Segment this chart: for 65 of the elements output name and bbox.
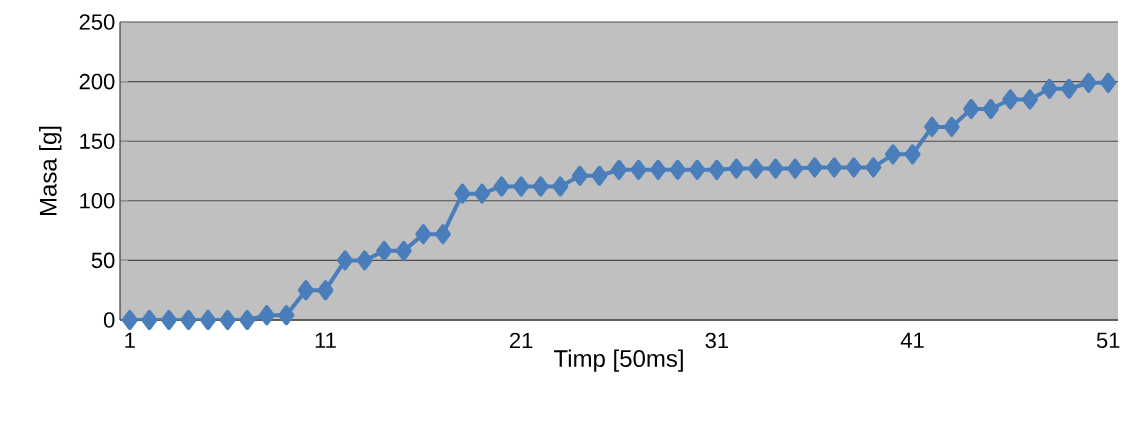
point [552, 176, 569, 197]
y-tick-label: 50 [91, 252, 115, 269]
point [337, 250, 354, 271]
point [1002, 89, 1019, 110]
point [826, 157, 843, 178]
point [180, 309, 197, 330]
y-tick-label: 0 [103, 312, 115, 328]
point [297, 280, 314, 301]
point [806, 157, 823, 178]
point [395, 240, 412, 261]
x-tick-label: 1 [125, 332, 135, 348]
point [1100, 72, 1117, 93]
point [434, 224, 451, 245]
point [728, 158, 745, 179]
x-tick-label: 11 [315, 332, 336, 348]
point [1041, 78, 1058, 99]
point [415, 224, 432, 245]
point [845, 157, 862, 178]
point [160, 309, 177, 330]
point [239, 309, 256, 330]
point [924, 116, 941, 137]
point [200, 309, 217, 330]
point [474, 183, 491, 204]
point [747, 158, 764, 179]
point [258, 305, 275, 326]
point [376, 240, 393, 261]
x-tick-label: 21 [510, 332, 533, 349]
point [611, 159, 627, 180]
point [767, 158, 784, 179]
point [317, 280, 334, 301]
x-axis-title: Timp [50ms] [553, 349, 683, 372]
point [1061, 78, 1078, 99]
point [1021, 89, 1038, 110]
point [591, 165, 608, 186]
y-tick-label: 200 [79, 73, 115, 90]
point [454, 183, 471, 204]
point [669, 159, 686, 180]
point [1080, 72, 1097, 93]
point [943, 116, 960, 137]
point [708, 159, 725, 180]
x-tick-label: 51 [1096, 332, 1120, 349]
point [787, 158, 804, 179]
x-tick-label: 41 [900, 332, 924, 348]
point [278, 305, 295, 326]
y-axis-title: Masa [g] [39, 126, 62, 216]
y-tick-label: 100 [80, 192, 115, 209]
point [532, 176, 549, 197]
point [141, 309, 158, 330]
point [689, 159, 706, 180]
point [884, 144, 901, 165]
point [356, 250, 373, 271]
y-tick-label: 150 [80, 133, 115, 149]
point [493, 176, 510, 197]
point [963, 99, 980, 120]
x-tick-label: 31 [705, 332, 728, 349]
point [571, 165, 588, 186]
point [982, 99, 999, 120]
point [650, 159, 667, 180]
point [219, 309, 236, 330]
point [904, 144, 921, 165]
point [121, 309, 138, 330]
y-tick-label: 250 [79, 14, 115, 30]
point [630, 159, 647, 180]
point [865, 157, 882, 178]
point [513, 176, 530, 197]
